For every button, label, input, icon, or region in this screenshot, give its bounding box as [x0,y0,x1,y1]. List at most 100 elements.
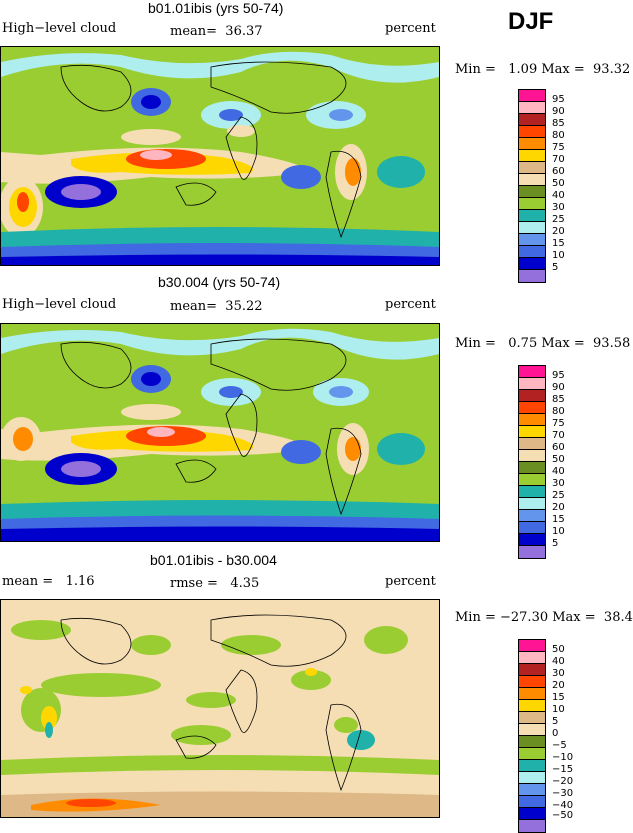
panel-3-swatch [519,736,545,748]
colorbar-label: 75 [552,142,565,153]
panel-2-min-max: Min = 0.75 Max = 93.58 [455,336,631,351]
colorbar-label: 50 [552,644,565,655]
colorbar-label: −15 [552,764,574,775]
panel-2-swatch [519,534,545,546]
panel-3-swatch [519,748,545,760]
panel-1-swatch [519,162,545,174]
colorbar-label: −40 [552,800,574,811]
panel-1-swatch [519,90,545,102]
panel-2-swatch [519,486,545,498]
panel-3-mean: mean = 1.16 [2,574,95,589]
panel-2-swatch [519,426,545,438]
panel-2-swatch [519,414,545,426]
panel-3-map [0,599,440,818]
panel-1-swatch [519,114,545,126]
colorbar-label: 40 [552,466,565,477]
colorbar-label: 85 [552,394,565,405]
colorbar-label: 85 [552,118,565,129]
colorbar-label: 80 [552,130,565,141]
panel-2-swatch [519,510,545,522]
panel-3-swatch [519,784,545,796]
panel-1-swatch [519,246,545,258]
colorbar-label: 20 [552,226,565,237]
panel-3-swatch [519,796,545,808]
panel-1-swatch [519,174,545,186]
panel-1-swatch [519,186,545,198]
colorbar-label: 20 [552,502,565,513]
panel-3-swatch [519,688,545,700]
panel-2-variable-label: High−level cloud [2,297,117,312]
panel-3-swatch [519,664,545,676]
panel-1-mean: mean= 36.37 [170,24,263,39]
panel-2-swatch [519,546,545,558]
colorbar-label: 50 [552,178,565,189]
panel-2-swatch [519,498,545,510]
panel-3-swatch [519,724,545,736]
panel-1-swatch [519,198,545,210]
colorbar-label: 30 [552,478,565,489]
colorbar-label: 80 [552,406,565,417]
panel-2-swatch [519,366,545,378]
colorbar-label: 5 [552,538,559,549]
panel-3-swatch [519,772,545,784]
colorbar-label: −10 [552,752,574,763]
panel-3-title: b01.01ibis - b30.004 [150,552,277,568]
colorbar-label: 10 [552,250,565,261]
colorbar-label: 15 [552,514,565,525]
panel-3-swatch [519,712,545,724]
panel-2-swatch [519,474,545,486]
panel-3-units: percent [385,574,436,589]
panel-1-swatch [519,138,545,150]
colorbar-label: 20 [552,680,565,691]
colorbar-label: −50 [552,810,574,821]
panel-3-swatch [519,760,545,772]
colorbar-label: 95 [552,370,565,381]
colorbar-label: 25 [552,490,565,501]
colorbar-label: −30 [552,788,574,799]
colorbar-label: 0 [552,728,559,739]
panel-2-title: b30.004 (yrs 50-74) [158,274,281,290]
colorbar-label: 60 [552,442,565,453]
colorbar-label: 90 [552,106,565,117]
panel-2-swatch [519,390,545,402]
panel-2-units: percent [385,297,436,312]
panel-3-swatch [519,820,545,832]
panel-1-swatch [519,150,545,162]
panel-1-swatch [519,210,545,222]
panel-1-variable-label: High−level cloud [2,21,117,36]
panel-1-swatch [519,102,545,114]
panel-3-swatch [519,700,545,712]
season-label: DJF [508,8,554,35]
panel-1-swatch [519,234,545,246]
colorbar-label: 10 [552,526,565,537]
colorbar-label: −5 [552,740,567,751]
panel-1-swatch [519,126,545,138]
panel-3-colorbar [518,639,546,833]
colorbar-label: 15 [552,238,565,249]
panel-2-mean: mean= 35.22 [170,299,263,314]
panel-2-swatch [519,462,545,474]
colorbar-label: 50 [552,454,565,465]
panel-3-swatch [519,676,545,688]
colorbar-label: 95 [552,94,565,105]
colorbar-label: 10 [552,704,565,715]
colorbar-label: −20 [552,776,574,787]
panel-2-swatch [519,522,545,534]
panel-2-map [0,323,440,542]
colorbar-label: 60 [552,166,565,177]
panel-3-rmse: rmse = 4.35 [170,576,260,591]
colorbar-label: 70 [552,430,565,441]
colorbar-label: 25 [552,214,565,225]
colorbar-label: 40 [552,190,565,201]
panel-2-swatch [519,438,545,450]
colorbar-label: 90 [552,382,565,393]
panel-1-swatch [519,222,545,234]
colorbar-label: 40 [552,656,565,667]
colorbar-label: 30 [552,668,565,679]
panel-1-colorbar [518,89,546,283]
panel-3-swatch [519,640,545,652]
colorbar-label: 5 [552,262,559,273]
panel-2-swatch [519,450,545,462]
panel-1-title: b01.01ibis (yrs 50-74) [148,0,284,16]
colorbar-label: 70 [552,154,565,165]
